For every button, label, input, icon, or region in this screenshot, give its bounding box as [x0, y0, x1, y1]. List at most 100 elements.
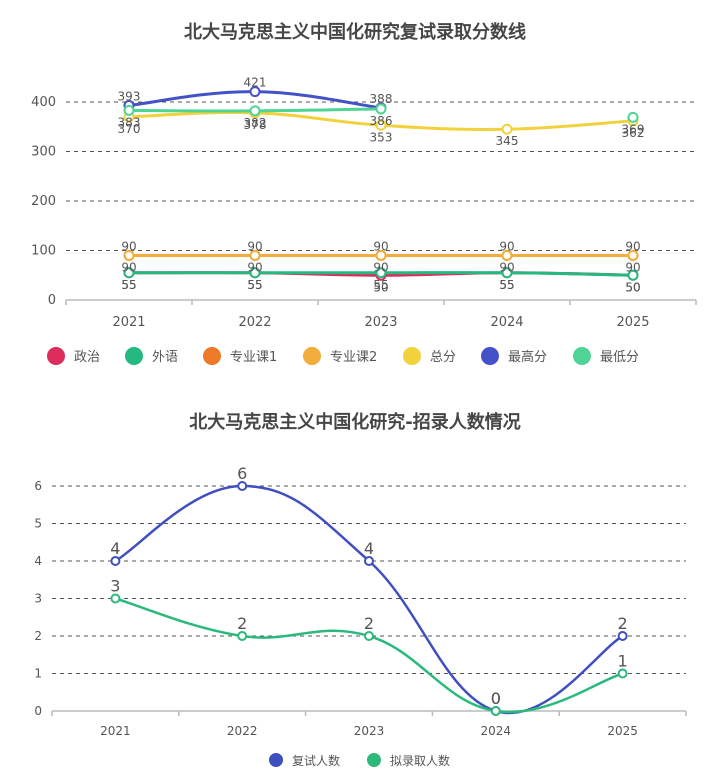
legend-item-复试人数[interactable]: 复试人数	[269, 753, 340, 768]
legend-label: 专业课1	[230, 350, 277, 365]
y-tick-label: 400	[31, 95, 56, 110]
y-tick-label: 0	[34, 704, 42, 718]
data-point[interactable]	[627, 111, 639, 123]
legend-label: 专业课2	[330, 350, 377, 365]
data-label: 90	[625, 239, 640, 253]
data-label: 90	[247, 239, 262, 253]
legend-item-最低分[interactable]: 最低分	[573, 347, 639, 365]
legend-item-总分[interactable]: 总分	[403, 347, 456, 365]
data-label: 90	[373, 239, 388, 253]
data-point[interactable]	[375, 103, 387, 115]
data-point[interactable]	[375, 249, 387, 261]
data-point[interactable]	[249, 86, 261, 98]
data-label: 370	[118, 122, 141, 136]
series-专业课2	[123, 249, 639, 261]
data-label: 3	[110, 577, 120, 596]
legend-marker	[269, 753, 283, 767]
y-tick-label: 100	[31, 244, 56, 259]
legend-label: 总分	[430, 350, 456, 365]
legend-item-最高分[interactable]: 最高分	[481, 347, 547, 365]
data-point[interactable]	[237, 481, 248, 491]
data-point[interactable]	[501, 123, 513, 135]
series-外语	[123, 267, 639, 281]
data-point[interactable]	[490, 706, 501, 716]
legend-label: 外语	[152, 350, 178, 365]
data-label: 369	[622, 122, 645, 136]
x-tick-label: 2021	[112, 315, 145, 330]
data-point[interactable]	[627, 249, 639, 261]
legend-label: 拟录取人数	[390, 753, 450, 768]
y-tick-label: 0	[48, 293, 56, 308]
data-label: 2	[364, 614, 374, 633]
chart2-legend[interactable]: 复试人数 拟录取人数	[269, 753, 450, 768]
data-label: 55	[499, 278, 514, 292]
data-point[interactable]	[364, 631, 374, 641]
data-point[interactable]	[627, 269, 639, 281]
data-label: 388	[370, 92, 393, 106]
data-point[interactable]	[110, 556, 121, 566]
legend-marker	[573, 347, 591, 365]
legend-label: 最高分	[508, 349, 547, 365]
legend-label: 最低分	[600, 350, 639, 365]
y-tick-label: 200	[31, 194, 56, 209]
data-point[interactable]	[110, 593, 121, 604]
data-point[interactable]	[249, 267, 261, 279]
legend-item-专业课1[interactable]: 专业课1	[203, 347, 277, 365]
legend-item-外语[interactable]: 外语	[125, 347, 178, 365]
data-label: 55	[499, 278, 514, 292]
legend-marker	[367, 753, 381, 767]
data-label: 2	[618, 614, 628, 633]
data-label: 90	[625, 260, 640, 274]
x-tick-label: 2023	[364, 315, 397, 330]
x-tick-label: 2025	[607, 724, 638, 738]
data-label: 90	[121, 260, 136, 274]
chart1-title: 北大马克思主义中国化研究复试录取分数线	[184, 21, 526, 43]
data-label: 6	[237, 464, 247, 483]
data-point[interactable]	[617, 631, 628, 641]
data-label: 1	[618, 652, 628, 671]
data-label: 362	[622, 126, 645, 140]
series-拟录取人数	[110, 593, 628, 716]
legend-marker	[303, 347, 321, 365]
data-point[interactable]	[123, 104, 135, 116]
y-tick-label: 6	[34, 479, 42, 493]
data-label: 55	[121, 278, 136, 292]
data-point[interactable]	[249, 249, 261, 261]
data-label: 90	[373, 260, 388, 274]
legend-label: 复试人数	[292, 753, 340, 768]
data-label: 2	[237, 614, 247, 633]
data-point[interactable]	[617, 668, 628, 679]
data-point[interactable]	[249, 105, 261, 117]
data-point[interactable]	[123, 267, 135, 279]
data-point[interactable]	[375, 119, 387, 131]
data-point[interactable]	[123, 249, 135, 261]
data-label: 90	[499, 239, 514, 253]
x-tick-label: 2022	[238, 315, 271, 330]
data-point[interactable]	[237, 631, 248, 641]
data-point[interactable]	[501, 249, 513, 261]
legend-marker	[203, 347, 221, 365]
legend-marker	[481, 347, 499, 365]
data-label: 4	[110, 539, 120, 558]
data-label: 55	[373, 278, 388, 292]
legend-item-政治[interactable]: 政治	[47, 347, 100, 365]
x-tick-label: 2024	[490, 315, 523, 330]
legend-item-拟录取人数[interactable]: 拟录取人数	[367, 753, 450, 768]
data-label: 386	[370, 114, 393, 128]
data-point[interactable]	[375, 267, 387, 279]
y-tick-label: 5	[34, 517, 42, 531]
y-tick-label: 300	[31, 145, 56, 160]
legend-item-专业课2[interactable]: 专业课2	[303, 347, 377, 365]
data-label: 50	[625, 280, 640, 294]
data-label: 393	[118, 89, 141, 103]
data-point[interactable]	[501, 267, 513, 279]
x-tick-label: 2022	[227, 724, 258, 738]
data-label: 90	[499, 260, 514, 274]
data-label: 353	[370, 130, 393, 144]
data-label: 382	[244, 116, 267, 130]
chart1-legend[interactable]: 政治 外语 专业课1 专业课2 总分 最高分 最低分	[47, 347, 639, 365]
data-point[interactable]	[364, 556, 374, 566]
data-label: 50	[625, 280, 640, 294]
